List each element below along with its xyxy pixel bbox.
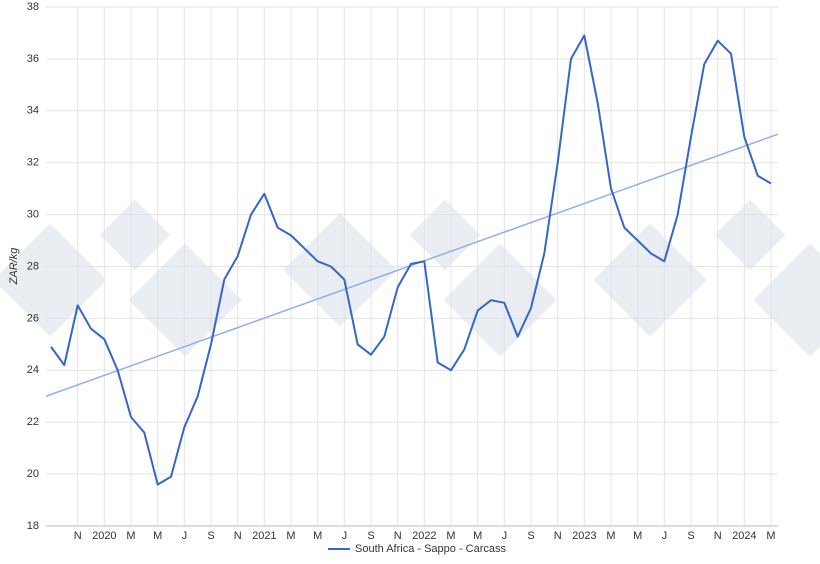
x-tick-label: S <box>687 530 694 542</box>
x-tick-label: M <box>313 530 322 542</box>
x-tick-label: 2022 <box>412 530 436 542</box>
y-tick-label: 22 <box>27 416 39 428</box>
x-tick-label: S <box>367 530 374 542</box>
x-tick-label: J <box>662 530 668 542</box>
x-tick-label: J <box>342 530 348 542</box>
x-tick-label: 2021 <box>252 530 276 542</box>
x-tick-label: N <box>74 530 82 542</box>
x-tick-label: S <box>527 530 534 542</box>
x-tick-label: N <box>554 530 562 542</box>
x-tick-label: J <box>182 530 188 542</box>
trend-line <box>45 133 779 397</box>
y-tick-label: 34 <box>27 105 39 117</box>
x-tick-label: N <box>234 530 242 542</box>
x-tick-label: 2024 <box>732 530 756 542</box>
x-tick-label: M <box>126 530 135 542</box>
y-tick-label: 18 <box>27 520 39 532</box>
x-tick-label: M <box>606 530 615 542</box>
x-tick-label: M <box>446 530 455 542</box>
x-tick-label: 2023 <box>572 530 596 542</box>
y-tick-label: 28 <box>27 260 39 272</box>
series-line <box>50 34 772 486</box>
x-tick-label: J <box>502 530 508 542</box>
y-tick-label: 24 <box>27 364 39 376</box>
x-tick-label: S <box>207 530 214 542</box>
y-tick-label: 26 <box>27 312 39 324</box>
x-tick-label: N <box>394 530 402 542</box>
legend-label: South Africa - Sappo - Carcass <box>355 543 507 555</box>
y-axis-label: ZAR/kg <box>8 247 20 286</box>
y-tick-label: 32 <box>27 157 39 169</box>
y-tick-label: 36 <box>27 53 39 65</box>
x-tick-label: M <box>473 530 482 542</box>
x-tick-label: M <box>633 530 642 542</box>
y-tick-label: 30 <box>27 209 39 221</box>
x-tick-label: 2020 <box>92 530 116 542</box>
x-tick-label: M <box>766 530 775 542</box>
y-tick-label: 20 <box>27 468 39 480</box>
x-tick-label: M <box>286 530 295 542</box>
y-tick-label: 38 <box>27 1 39 13</box>
x-tick-label: N <box>714 530 722 542</box>
x-tick-label: M <box>153 530 162 542</box>
